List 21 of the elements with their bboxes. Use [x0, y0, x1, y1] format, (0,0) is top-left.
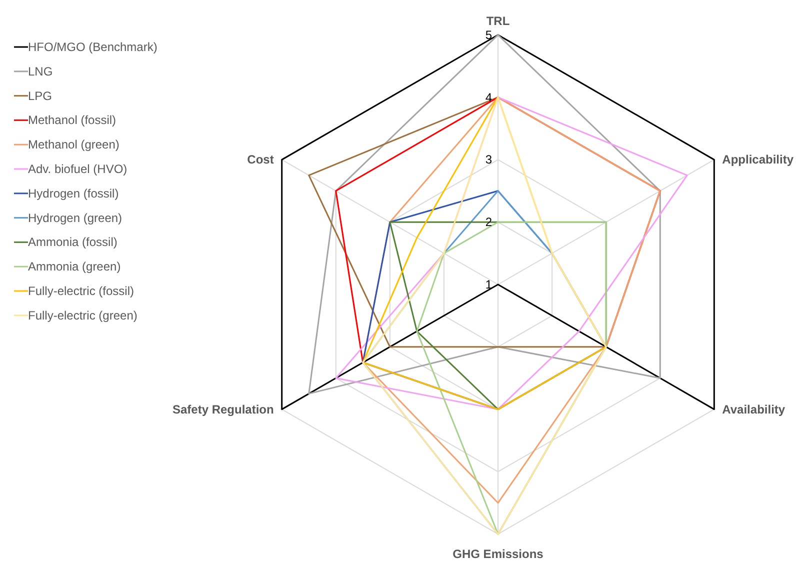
legend-label: Ammonia (fossil) [28, 235, 118, 250]
legend-label: Hydrogen (green) [28, 210, 122, 225]
legend-label: Methanol (green) [28, 138, 120, 152]
legend-label: Hydrogen (fossil) [28, 186, 119, 200]
spoke-label: Safety Regulation [172, 402, 274, 416]
spoke-label: Cost [247, 152, 274, 167]
spoke-label: Availability [722, 402, 786, 416]
legend-label: LNG [28, 64, 53, 78]
legend-label: LPG [28, 88, 52, 103]
y-tick-label: 5 [485, 28, 492, 42]
spoke-label: GHG Emissions [452, 547, 544, 562]
spoke-label: TRL [486, 14, 510, 28]
legend-label: HFO/MGO (Benchmark) [28, 40, 158, 54]
spoke-label: Applicability [722, 152, 794, 167]
legend-label: Methanol (fossil) [28, 113, 116, 128]
legend-label: Fully-electric (fossil) [28, 284, 134, 298]
y-tick-label: 1 [485, 278, 492, 292]
legend-label: Fully-electric (green) [28, 308, 138, 322]
legend-label: Adv. biofuel (HVO) [28, 162, 128, 176]
y-tick-label: 3 [485, 152, 492, 167]
legend-label: Ammonia (green) [28, 260, 121, 274]
